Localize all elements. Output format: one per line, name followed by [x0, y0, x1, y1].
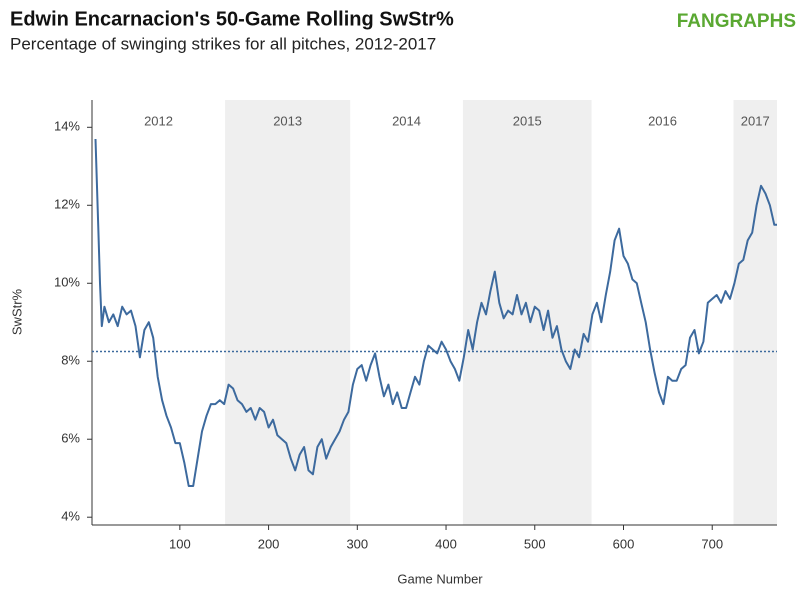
- season-label: 2014: [392, 113, 421, 128]
- y-tick-label: 6%: [61, 431, 80, 446]
- y-tick-label: 12%: [54, 197, 80, 212]
- x-axis-label: Game Number: [397, 571, 483, 586]
- season-label: 2016: [648, 113, 677, 128]
- chart-title: Edwin Encarnacion's 50-Game Rolling SwSt…: [10, 8, 454, 30]
- y-tick-label: 14%: [54, 119, 80, 134]
- season-label: 2013: [273, 113, 302, 128]
- x-tick-label: 100: [169, 536, 191, 551]
- season-band: [733, 100, 777, 525]
- x-tick-label: 700: [701, 536, 723, 551]
- data-line: [94, 138, 777, 487]
- y-tick-label: 10%: [54, 275, 80, 290]
- y-tick-label: 4%: [61, 509, 80, 524]
- season-label: 2015: [513, 113, 542, 128]
- season-band: [225, 100, 351, 525]
- x-tick-label: 600: [613, 536, 635, 551]
- season-label: 2012: [144, 113, 173, 128]
- x-tick-label: 500: [524, 536, 546, 551]
- season-label: 2017: [741, 113, 770, 128]
- y-tick-label: 8%: [61, 353, 80, 368]
- y-axis-label: SwStr%: [9, 288, 24, 335]
- x-tick-label: 200: [258, 536, 280, 551]
- logo: FANGRAPHS: [677, 11, 796, 32]
- x-tick-label: 400: [435, 536, 457, 551]
- x-tick-label: 300: [346, 536, 368, 551]
- chart-subtitle: Percentage of swinging strikes for all p…: [10, 34, 436, 53]
